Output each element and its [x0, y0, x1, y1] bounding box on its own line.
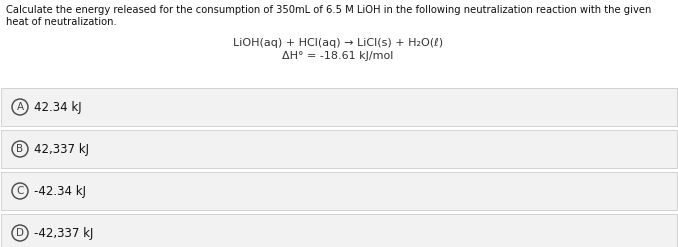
Text: ΔH° = -18.61 kJ/mol: ΔH° = -18.61 kJ/mol	[282, 51, 394, 61]
Text: C: C	[16, 186, 24, 196]
Text: 42.34 kJ: 42.34 kJ	[34, 101, 81, 114]
FancyBboxPatch shape	[1, 88, 677, 126]
FancyBboxPatch shape	[1, 130, 677, 168]
FancyBboxPatch shape	[1, 172, 677, 210]
Text: -42.34 kJ: -42.34 kJ	[34, 185, 86, 198]
Text: D: D	[16, 228, 24, 238]
Text: 42,337 kJ: 42,337 kJ	[34, 143, 89, 156]
FancyBboxPatch shape	[1, 214, 677, 247]
Text: LiOH(aq) + HCl(aq) → LiCl(s) + H₂O(ℓ): LiOH(aq) + HCl(aq) → LiCl(s) + H₂O(ℓ)	[233, 38, 443, 48]
Text: Calculate the energy released for the consumption of 350mL of 6.5 M LiOH in the : Calculate the energy released for the co…	[6, 5, 652, 15]
Text: A: A	[16, 102, 24, 112]
Text: B: B	[16, 144, 24, 154]
Text: heat of neutralization.: heat of neutralization.	[6, 17, 117, 27]
Text: -42,337 kJ: -42,337 kJ	[34, 226, 94, 240]
